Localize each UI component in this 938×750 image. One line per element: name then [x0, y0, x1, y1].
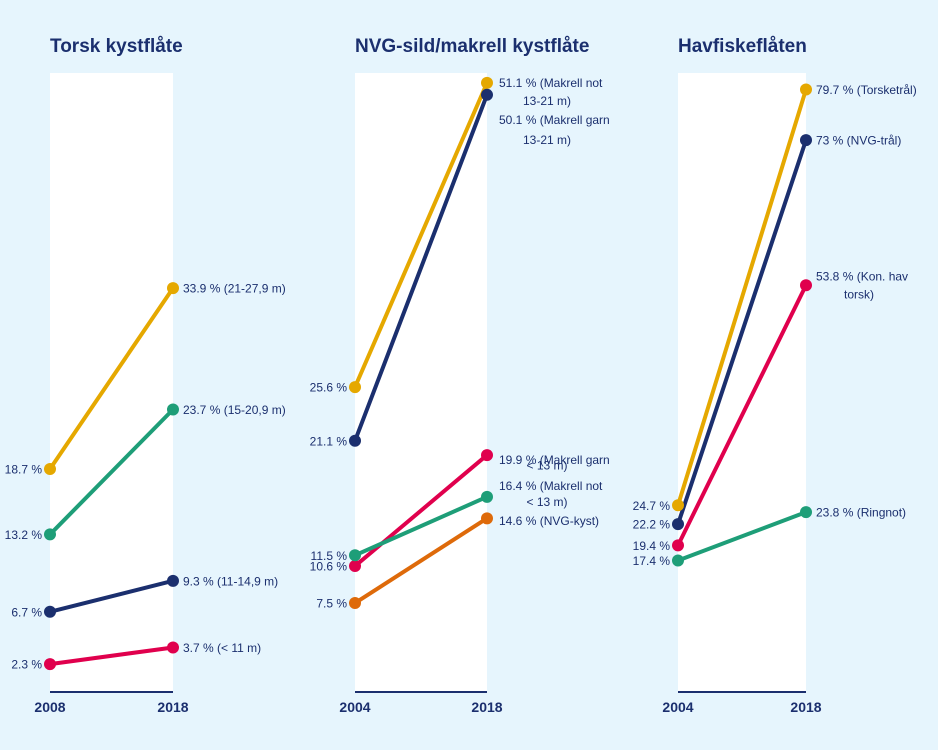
panel-1-start-value-label: 18.7 % [5, 462, 43, 476]
panel-2-x-tick-label: 2018 [471, 699, 502, 715]
panel-1-point-end [167, 641, 179, 654]
panel-1-start-value-label: 13.2 % [5, 528, 43, 542]
panel-2-end-value-label: 50.1 % (Makrell garn [499, 113, 610, 127]
panel-3-plot-area [678, 73, 806, 692]
panel-2-end-value-label: 13-21 m) [523, 94, 571, 108]
panel-2-point-end [481, 490, 493, 503]
panel-1-point-end [167, 282, 179, 295]
panel-3-x-tick-label: 2004 [662, 699, 693, 715]
panel-3-title: Havfiskeflåten [678, 36, 807, 57]
panel-1-point-start [44, 528, 56, 541]
panel-3-point-start [672, 539, 684, 552]
panel-3-end-value-label: 79.7 % (Torsketrål) [816, 83, 917, 97]
panel-3-point-end [800, 83, 812, 96]
panel-1-series-line [48, 645, 175, 667]
panel-2-end-value-label: < 13 m) [526, 459, 567, 473]
panel-2-point-end [481, 88, 493, 101]
panel-3-start-value-label: 22.2 % [633, 518, 671, 532]
panel-2-point-start [349, 381, 361, 394]
panel-1-plot-area [50, 73, 173, 692]
panel-3-point-start [672, 554, 684, 567]
panel-2-end-value-label: 51.1 % (Makrell not [499, 76, 603, 90]
panel-2-point-start [349, 560, 361, 573]
panel-2-start-value-label: 11.5 % [311, 549, 348, 563]
panel-3-end-value-label: 23.8 % (Ringnot) [816, 506, 906, 520]
panel-1-end-value-label: 23.7 % (15-20,9 m) [183, 403, 286, 417]
panel-2-series-line [353, 80, 489, 390]
panel-1-point-start [44, 462, 56, 475]
panel-2-series-line [353, 92, 489, 443]
panel-2-end-value-label: < 13 m) [526, 495, 567, 509]
panel-3-end-value-label: torsk) [844, 287, 874, 301]
panel-3-series-line [676, 138, 808, 527]
panel-3-start-value-label: 17.4 % [633, 554, 671, 568]
panel-1-end-value-label: 3.7 % (< 11 m) [183, 641, 261, 655]
panel-3-series-line [676, 87, 808, 508]
panel-2-end-value-label: 16.4 % (Makrell not [499, 479, 603, 493]
panel-1-series-line [48, 407, 175, 537]
panel-3-series-line [676, 283, 808, 548]
panel-1-point-end [167, 403, 179, 416]
panel-3-end-value-label: 73 % (NVG-trål) [816, 134, 901, 148]
panel-2-point-start [349, 549, 361, 562]
panel-2-series-line [353, 516, 489, 606]
panel-3-point-end [800, 279, 812, 292]
panel-3-point-end [800, 134, 812, 147]
panel-2-point-start [349, 597, 361, 610]
panel-1-series-line [48, 578, 175, 614]
panel-3-x-tick-label: 2018 [790, 699, 821, 715]
panel-2-end-value-label: 14.6 % (NVG-kyst) [499, 514, 599, 528]
panel-3-point-start [672, 499, 684, 512]
panel-1-start-value-label: 2.3 % [11, 658, 42, 672]
panel-1-point-start [44, 658, 56, 671]
panel-3-start-value-label: 19.4 % [633, 539, 671, 553]
panel-3-end-value-label: 53.8 % (Kon. hav [816, 269, 908, 283]
panel-2-end-value-label: 13-21 m) [523, 133, 571, 147]
panel-3-series-line [676, 510, 808, 563]
panel-2-start-value-label: 7.5 % [316, 597, 347, 611]
panel-1-end-value-label: 9.3 % (11-14,9 m) [183, 574, 278, 588]
panel-3-point-end [800, 506, 812, 519]
panel-2-start-value-label: 25.6 % [310, 381, 348, 395]
panel-2-end-value-label: 19.9 % (Makrell garn [499, 453, 610, 467]
panel-3-start-value-label: 24.7 % [633, 499, 671, 513]
panel-2-point-end [481, 449, 493, 462]
panel-2-x-tick-label: 2004 [339, 699, 370, 715]
panel-1-title: Torsk kystflåte [50, 36, 183, 57]
panel-1-point-end [167, 574, 179, 587]
panel-2-title: NVG-sild/makrell kystflåte [355, 36, 589, 57]
panel-2-series-line [353, 494, 489, 558]
panel-2-point-end [481, 76, 493, 89]
panel-1-x-tick-label: 2008 [34, 699, 65, 715]
panel-2-point-end [481, 512, 493, 525]
panel-2-start-value-label: 10.6 % [310, 560, 348, 574]
panel-1-start-value-label: 6.7 % [11, 605, 42, 619]
panel-1-x-tick-label: 2018 [157, 699, 188, 715]
panel-2-plot-area [355, 73, 487, 692]
panel-1-series-line [48, 286, 175, 471]
panel-2-point-start [349, 434, 361, 447]
panel-3-point-start [672, 518, 684, 531]
panel-1-end-value-label: 33.9 % (21-27,9 m) [183, 282, 286, 296]
panel-1-point-start [44, 605, 56, 618]
panel-2-start-value-label: 21.1 % [310, 434, 348, 448]
